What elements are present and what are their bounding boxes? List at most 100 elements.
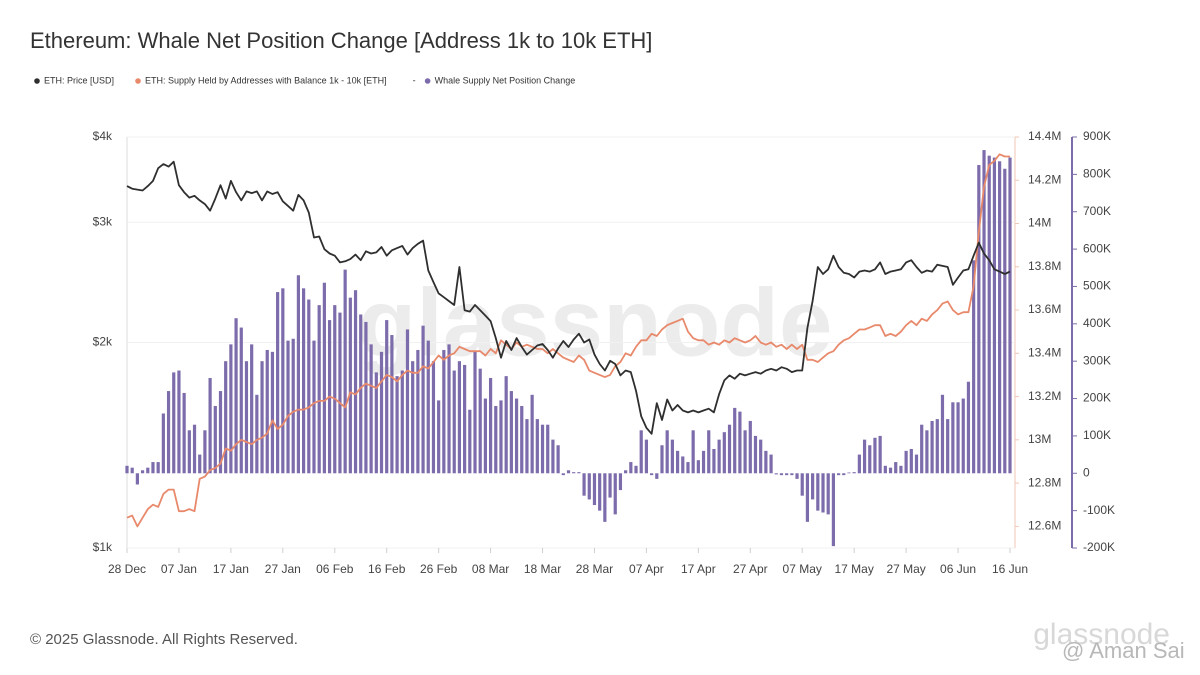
bar: [603, 473, 607, 522]
bar: [343, 269, 347, 474]
bar: [899, 465, 903, 474]
bar: [546, 424, 550, 474]
x-tick-label: 28 Dec: [108, 562, 146, 576]
bar: [660, 445, 664, 474]
bar: [208, 377, 212, 474]
bar: [442, 349, 446, 474]
bar: [250, 344, 254, 474]
bar: [478, 368, 482, 474]
bar: [463, 364, 467, 474]
x-tick-label: 28 Mar: [576, 562, 613, 576]
bar: [795, 473, 799, 479]
y3-tick-label: 400K: [1083, 316, 1111, 330]
x-tick-label: 08 Mar: [472, 562, 509, 576]
bar: [925, 430, 929, 474]
legend-separator: -: [413, 75, 416, 85]
y2-tick-label: 13.2M: [1028, 389, 1061, 403]
bar: [701, 450, 706, 474]
bar: [577, 472, 581, 474]
bar: [291, 338, 295, 474]
y2-tick-label: 13M: [1028, 432, 1051, 446]
bar: [935, 419, 939, 474]
legend-swatch: [424, 78, 431, 84]
footer: © 2025 Glassnode. All Rights Reserved.: [30, 631, 298, 648]
bar: [151, 462, 155, 474]
x-tick-label: 16 Feb: [368, 562, 406, 576]
y3-tick-label: -200K: [1083, 540, 1115, 554]
bar: [161, 413, 165, 474]
bar: [888, 467, 893, 474]
bar: [722, 432, 726, 474]
bar: [785, 473, 789, 476]
y2-tick-label: 14M: [1028, 216, 1051, 230]
bar: [364, 321, 368, 474]
bar: [592, 473, 597, 506]
y3-tick-label: 600K: [1083, 241, 1111, 255]
bar: [156, 462, 160, 474]
bar: [556, 445, 560, 474]
bar: [977, 165, 981, 474]
bar: [213, 406, 217, 474]
bar: [198, 454, 202, 474]
bar: [779, 473, 784, 476]
bar: [618, 473, 623, 491]
bar: [1003, 168, 1007, 474]
bar: [203, 430, 207, 474]
bar: [276, 292, 280, 474]
bar: [639, 430, 643, 474]
bar: [146, 467, 150, 474]
bar: [535, 419, 539, 474]
y3-tick-label: 300K: [1083, 353, 1111, 367]
bar: [727, 424, 732, 474]
x-tick-label: 27 May: [886, 562, 925, 576]
bar: [883, 465, 887, 474]
bar: [946, 419, 950, 474]
bar: [525, 419, 529, 474]
bar: [940, 394, 945, 474]
bar: [130, 467, 134, 474]
bar: [816, 473, 820, 511]
bar: [374, 372, 378, 474]
bar: [675, 450, 680, 474]
bar: [774, 473, 778, 475]
bar: [748, 420, 752, 474]
bar: [239, 327, 243, 474]
x-tick-label: 07 May: [783, 562, 822, 576]
bar: [608, 473, 612, 498]
y2-tick-label: 12.8M: [1028, 475, 1061, 489]
bar: [681, 456, 685, 474]
bar: [348, 297, 352, 474]
bar: [878, 435, 882, 474]
bar: [416, 349, 420, 474]
bar: [177, 370, 181, 474]
bar: [172, 372, 176, 474]
bar: [135, 473, 139, 485]
bar: [431, 361, 436, 474]
bar: [140, 470, 145, 474]
bar: [655, 473, 659, 479]
bar: [634, 465, 638, 474]
y2-tick-label: 13.8M: [1028, 259, 1061, 273]
x-tick-label: 18 Mar: [524, 562, 561, 576]
bar: [405, 329, 410, 474]
bar: [743, 430, 747, 474]
bar: [504, 376, 508, 474]
bar: [831, 473, 835, 547]
bar: [847, 472, 851, 474]
x-tick-label: 27 Jan: [265, 562, 301, 576]
y3-tick-label: 500K: [1083, 279, 1111, 293]
bar: [400, 370, 404, 474]
bar: [686, 462, 690, 474]
bar: [998, 161, 1002, 474]
bar: [338, 312, 342, 474]
bar: [598, 473, 602, 511]
bar: [359, 314, 363, 474]
bar: [842, 473, 846, 476]
y-tick-label: $3k: [93, 214, 113, 228]
bar: [566, 470, 571, 474]
bar: [966, 381, 971, 474]
bar: [312, 340, 316, 474]
x-tick-label: 27 Apr: [733, 562, 768, 576]
bar: [987, 155, 991, 474]
bar: [738, 411, 742, 474]
